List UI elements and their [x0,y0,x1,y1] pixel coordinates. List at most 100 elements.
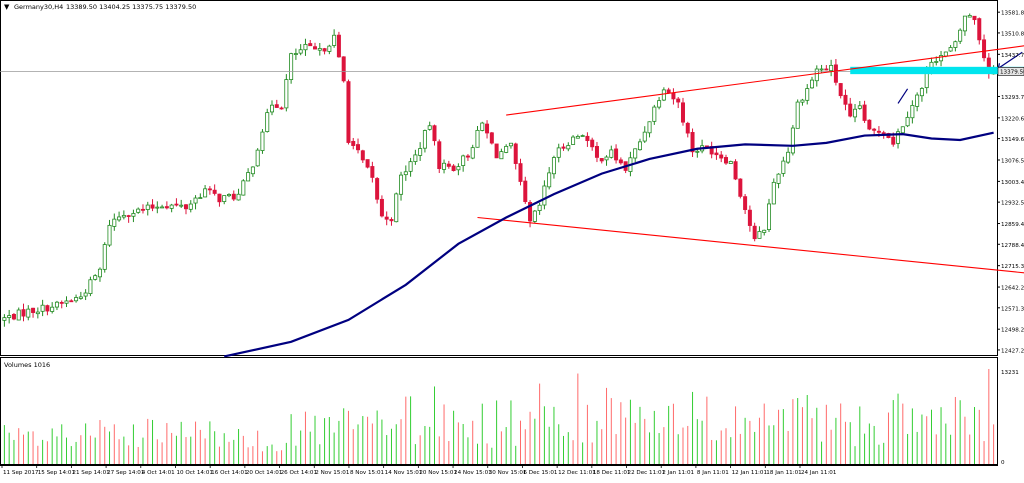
candle [776,173,781,189]
time-tick-label: 8 Jan 11:01 [697,470,729,476]
volume-tick-label: 13231 [1001,370,1019,376]
candle [967,13,972,18]
time-tick-label: 24 Jan 11:01 [801,470,837,476]
price-axis: 13581.80 13510.85 13437.75 13293.70 13220.60… [997,11,1024,354]
time-tick-label: 12 Dec 11:01 [558,470,596,476]
price-tick-label: 13581.80 [1001,11,1024,17]
time-tick-label: 26 Oct 14:01 [281,470,318,476]
candle [695,149,700,158]
candle [962,15,967,36]
volume-axis: 13231 0 [1001,370,1019,466]
ohlc-readout: 13389.50 13404.25 13375.75 13379.50 [66,3,196,11]
candle [50,302,55,314]
candle [83,289,88,301]
candle [580,134,585,137]
candle [432,124,437,146]
candle [298,44,303,56]
candle [255,148,260,167]
candle [461,154,466,172]
candle [485,120,490,139]
candle [121,210,126,220]
candle [642,126,647,143]
candle [532,209,537,224]
header-menu-arrow[interactable]: ▼ [4,3,10,11]
candle [499,148,504,160]
candle [212,184,217,196]
candle [470,144,475,160]
candle [547,167,552,190]
price-tick-label: 12932.50 [1001,201,1024,207]
current-price-tag [997,67,1024,76]
candle [767,198,772,233]
candle [422,129,427,153]
candle [637,138,642,151]
candle [107,219,112,247]
candle [241,179,246,196]
candle [843,89,848,111]
candle [752,222,757,242]
candle [2,314,7,327]
candle [93,274,98,281]
candle [284,74,289,112]
candle [183,204,188,215]
candle [518,158,523,186]
candle [824,65,829,71]
time-tick-label: 18 Jan 11:01 [766,470,802,476]
candle [169,203,174,213]
candle [150,199,155,212]
channel-upper-line[interactable] [506,39,1024,116]
candle [379,195,384,218]
candle [313,42,318,50]
candle [198,193,203,199]
candle [399,171,404,201]
time-tick-label: 16 Oct 14:01 [211,470,248,476]
candle [862,100,867,123]
candle [614,144,619,164]
candle [451,164,456,172]
candle [585,132,590,147]
candle [236,188,241,201]
candle [733,159,738,181]
candle [188,200,193,213]
candle [504,144,509,154]
price-tick-label: 13149.65 [1001,137,1024,143]
candles [2,13,996,327]
price-tick-label: 12498.20 [1001,328,1024,334]
candle [657,97,662,110]
candle [762,229,767,236]
candle [652,104,657,125]
channel-lower-line[interactable] [477,216,1024,278]
candle [805,84,810,105]
time-tick-label: 22 Dec 11:01 [628,470,666,476]
moving-average-line [223,131,994,358]
candle [131,209,136,223]
candle [78,291,83,300]
candle [676,96,681,109]
candle [155,201,160,214]
candle [265,108,270,133]
annotation-line[interactable] [897,88,909,104]
candle [456,163,461,176]
candle [465,154,470,161]
candle [394,192,399,223]
time-tick-label: 4 Oct 14:01 [142,470,175,476]
annotation-arrow[interactable] [998,51,1023,69]
volume-pane-frame [0,357,998,465]
price-tick-label: 12859.40 [1001,222,1024,228]
candle [437,139,442,174]
candle [427,121,432,131]
price-tick-label: 13076.55 [1001,158,1024,164]
candle [958,28,963,44]
candle [346,79,351,145]
candle [293,48,298,60]
resistance-zone[interactable] [850,66,1024,75]
candle [743,193,748,215]
candle [819,64,824,74]
candle [671,88,676,105]
candle [489,131,494,145]
candle [609,145,614,159]
candle [542,180,547,210]
time-tick-label: 10 Oct 14:01 [176,470,213,476]
volume-tick-label: 0 [1001,460,1005,466]
